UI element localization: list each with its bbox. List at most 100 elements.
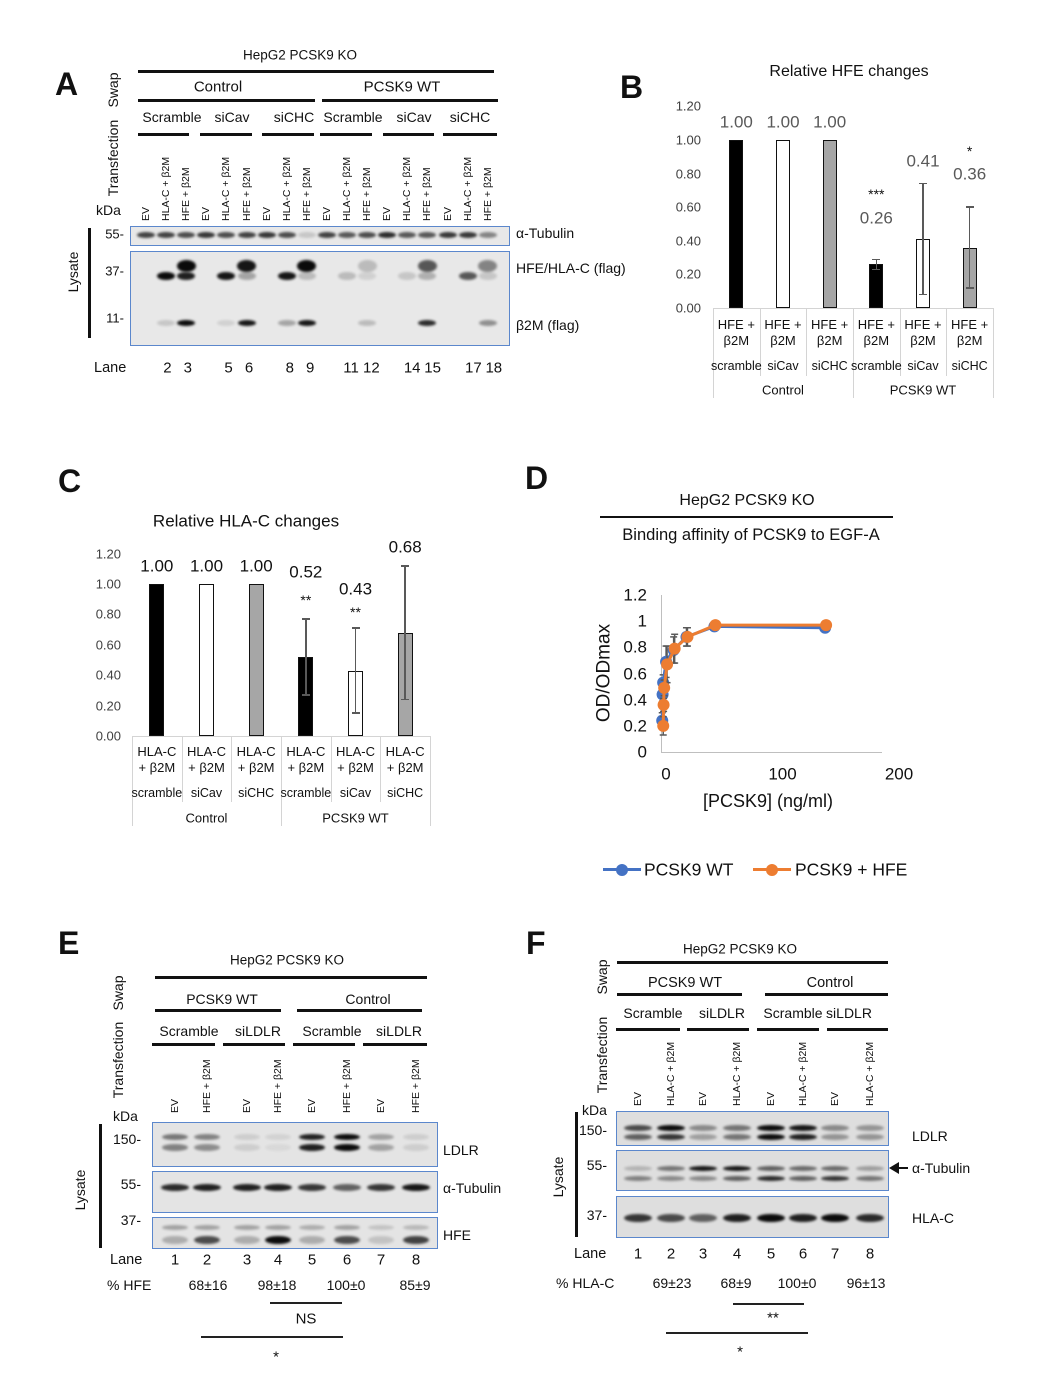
hfe-band xyxy=(403,1236,429,1244)
transfection-group-label: Scramble xyxy=(323,109,383,125)
hla-c-band xyxy=(856,1214,884,1222)
quantification-value: 69±23 xyxy=(652,1275,692,1291)
ldlr-band xyxy=(299,1134,325,1140)
transfection-axis-label: Transfection xyxy=(594,1016,610,1094)
error-bar xyxy=(404,565,406,700)
category-divider xyxy=(430,736,431,826)
hfe-hla-c-band xyxy=(237,272,256,280)
hfe-hla-c-band xyxy=(357,260,377,272)
x-axis-line xyxy=(661,752,882,753)
legend-label: PCSK9 + HFE xyxy=(795,859,908,880)
category-label: HLA-C + β2M xyxy=(137,744,177,775)
y-tick-label: 0.60 xyxy=(675,199,701,215)
transfection-group-label: siCav xyxy=(214,109,250,125)
y-tick-label: 0.60 xyxy=(95,637,121,653)
transfection-group-rule xyxy=(223,1043,285,1046)
comparison-bracket xyxy=(270,1302,342,1304)
hfe-hla-c-band xyxy=(478,272,497,280)
transfection-group-label: siCav xyxy=(396,109,432,125)
alpha-tubulin-band xyxy=(478,232,497,238)
alpha-tubulin-band xyxy=(317,232,336,238)
ldlr-band xyxy=(757,1134,785,1140)
swap-group-rule xyxy=(765,993,888,996)
hfe-hla-c-band xyxy=(418,272,437,280)
category-divider xyxy=(899,308,901,376)
transfection-group-label: Scramble xyxy=(142,109,202,125)
transfection-group-label: siLDLR xyxy=(699,1005,745,1021)
hfe-hla-c-band xyxy=(237,260,256,272)
mw-marker-label: 55- xyxy=(586,1157,607,1173)
ldlr-blot xyxy=(152,1122,438,1167)
swap-group-label: Control xyxy=(345,991,391,1007)
transfection-group-label: siCHC xyxy=(449,109,491,125)
ldlr-band xyxy=(403,1134,429,1140)
hfe-band xyxy=(403,1224,429,1230)
mw-marker-label: 55- xyxy=(120,1176,141,1192)
group-label: PCSK9 WT xyxy=(322,810,389,826)
category-divider xyxy=(853,308,854,398)
error-bar-cap xyxy=(872,268,881,271)
ldlr-band xyxy=(265,1143,291,1151)
transfection-group-rule xyxy=(363,1043,427,1046)
chart-title: Relative HFE changes xyxy=(769,63,929,80)
category-divider xyxy=(330,736,332,802)
alpha-tubulin-band xyxy=(264,1183,292,1191)
ldlr-band xyxy=(757,1125,785,1131)
category-label: HFE + β2M xyxy=(904,317,942,348)
y-tick-label: 0.40 xyxy=(675,233,701,249)
alpha-tubulin-band xyxy=(458,232,477,238)
quantification-value: 98±18 xyxy=(257,1277,297,1293)
y-tick-label: 0.00 xyxy=(675,300,701,316)
alpha-tubulin-band xyxy=(161,1183,189,1191)
legend-swatch-marker xyxy=(766,863,778,876)
lane-number: 6 xyxy=(798,1245,808,1263)
blot-label: α-Tubulin xyxy=(912,1160,971,1176)
alpha-tubulin-band xyxy=(402,1183,430,1191)
category-label: HLA-C + β2M xyxy=(335,744,376,775)
quantification-label: % HLA-C xyxy=(556,1275,615,1291)
alpha-tubulin-band xyxy=(277,232,296,238)
chart-title: Relative HLA-C changes xyxy=(152,511,340,531)
alpha-tubulin-band xyxy=(789,1165,817,1171)
lane-number: 7 xyxy=(830,1245,840,1263)
comparison-significance: * xyxy=(273,1348,279,1366)
alpha-tubulin-band xyxy=(757,1165,785,1171)
error-bar-cap xyxy=(965,287,974,289)
category-label: HFE + β2M xyxy=(717,317,755,348)
lane-number: 3 xyxy=(183,359,192,377)
category-divider xyxy=(281,736,282,826)
category-divider xyxy=(132,736,133,826)
error-bar-cap xyxy=(351,712,360,714)
subgroup-label: siCHC xyxy=(951,358,988,373)
x-tick-label: 200 xyxy=(884,764,914,784)
kda-label: kDa xyxy=(113,1108,138,1124)
hfe-band xyxy=(194,1236,220,1244)
transfection-group-rule xyxy=(827,1028,888,1031)
transfection-group-label: siLDLR xyxy=(376,1023,422,1039)
panel-letter: B xyxy=(620,69,644,105)
nonspecific-band xyxy=(657,1175,685,1181)
lane-number: 7 xyxy=(376,1251,386,1269)
b2m-band xyxy=(358,320,377,326)
y-tick-label: 0.2 xyxy=(623,716,647,736)
alpha-tubulin-band xyxy=(137,232,155,238)
alpha-tubulin-blot xyxy=(152,1171,438,1213)
quantification-value: 68±16 xyxy=(188,1277,228,1293)
hfe-band xyxy=(265,1224,291,1230)
y-tick-label: 0.8 xyxy=(623,637,647,657)
nonspecific-band xyxy=(757,1175,785,1181)
category-divider xyxy=(806,308,808,376)
alpha-tubulin-band xyxy=(398,232,417,238)
alpha-tubulin-band xyxy=(237,232,256,238)
bar xyxy=(822,140,837,308)
ldlr-band xyxy=(234,1134,260,1140)
chart-title: Binding affinity of PCSK9 to EGF-A xyxy=(622,525,880,544)
hfe-hla-c-band xyxy=(157,272,176,280)
ldlr-band xyxy=(624,1134,652,1140)
ldlr-band xyxy=(368,1143,394,1151)
significance-label: *** xyxy=(868,186,885,202)
category-label: HLA-C + β2M xyxy=(385,744,425,775)
lane-number: 5 xyxy=(766,1245,776,1263)
panel-letter: C xyxy=(58,463,82,499)
category-divider xyxy=(231,736,233,802)
